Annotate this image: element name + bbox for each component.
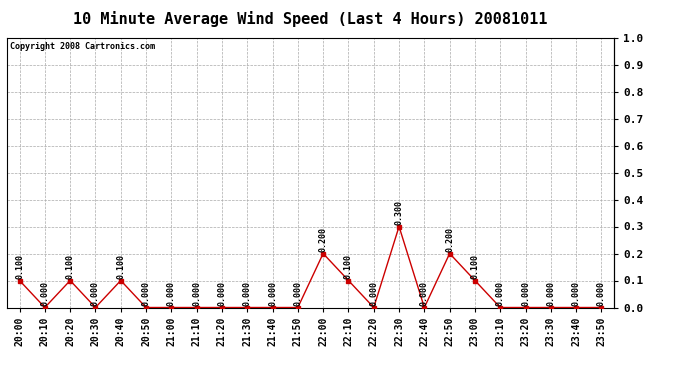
Text: 0.000: 0.000 [268,281,277,306]
Text: 0.000: 0.000 [141,281,150,306]
Text: 0.000: 0.000 [91,281,100,306]
Text: 0.000: 0.000 [40,281,50,306]
Text: 0.100: 0.100 [66,254,75,279]
Text: 0.000: 0.000 [243,281,252,306]
Text: 0.100: 0.100 [15,254,24,279]
Text: 0.000: 0.000 [167,281,176,306]
Text: 0.000: 0.000 [521,281,530,306]
Text: 0.000: 0.000 [495,281,505,306]
Text: 0.000: 0.000 [369,281,378,306]
Text: 0.300: 0.300 [395,200,404,225]
Text: 0.000: 0.000 [192,281,201,306]
Text: 0.000: 0.000 [571,281,581,306]
Text: 0.200: 0.200 [445,227,454,252]
Text: 0.000: 0.000 [293,281,302,306]
Text: 0.000: 0.000 [217,281,226,306]
Text: 0.000: 0.000 [597,281,606,306]
Text: 0.100: 0.100 [116,254,126,279]
Text: 0.000: 0.000 [420,281,429,306]
Text: 10 Minute Average Wind Speed (Last 4 Hours) 20081011: 10 Minute Average Wind Speed (Last 4 Hou… [73,11,548,27]
Text: Copyright 2008 Cartronics.com: Copyright 2008 Cartronics.com [10,42,155,51]
Text: 0.100: 0.100 [344,254,353,279]
Text: 0.100: 0.100 [471,254,480,279]
Text: 0.200: 0.200 [319,227,328,252]
Text: 0.000: 0.000 [546,281,555,306]
